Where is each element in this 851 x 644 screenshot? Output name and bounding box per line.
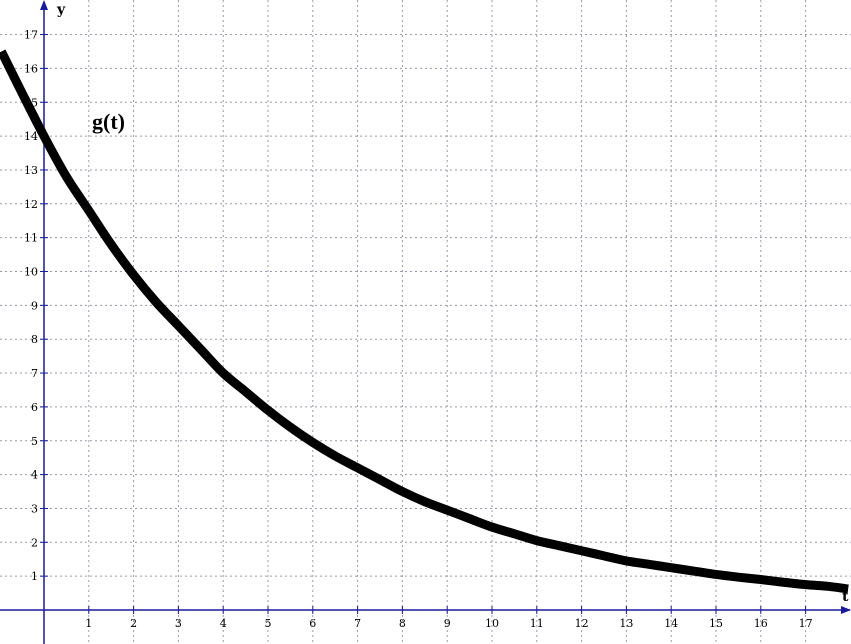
- y-tick-label: 13: [24, 164, 38, 177]
- ticks: [40, 34, 807, 614]
- y-tick-label: 14: [24, 130, 38, 143]
- y-tick-label: 16: [24, 62, 38, 75]
- series-line-g-t: [0, 49, 849, 594]
- x-tick-label: 1: [85, 617, 92, 630]
- x-tick-label: 14: [664, 617, 678, 630]
- x-tick-label: 16: [754, 617, 768, 630]
- y-tick-label: 9: [31, 299, 38, 312]
- x-tick-label: 7: [354, 617, 361, 630]
- y-tick-label: 2: [31, 536, 38, 549]
- x-tick-label: 12: [575, 617, 589, 630]
- series-label-g-t: g(t): [92, 109, 125, 134]
- x-tick-label: 15: [709, 617, 723, 630]
- y-tick-label: 12: [24, 198, 38, 211]
- x-tick-label: 9: [444, 617, 451, 630]
- y-tick-label: 5: [31, 435, 38, 448]
- x-tick-label: 6: [309, 617, 316, 630]
- series-layer: [0, 49, 849, 594]
- y-tick-label: 7: [31, 367, 38, 380]
- y-tick-label: 10: [24, 266, 38, 279]
- y-tick-label: 3: [31, 502, 38, 515]
- y-tick-label: 8: [31, 333, 38, 346]
- x-tick-label: 10: [485, 617, 499, 630]
- x-tick-label: 17: [799, 617, 813, 630]
- y-axis-label: y: [56, 2, 66, 18]
- x-tick-label: 4: [220, 617, 227, 630]
- x-axis-label: t: [842, 589, 849, 605]
- y-tick-label: 11: [24, 232, 38, 245]
- x-tick-label: 11: [530, 617, 544, 630]
- tick-labels: 1 2 3 4 5 6 7 8 9 10 11 12 13 14 15 16 17123456789101112…: [24, 29, 813, 630]
- y-axis-arrow: [40, 0, 48, 10]
- y-tick-label: 6: [31, 401, 38, 414]
- x-tick-label: 5: [265, 617, 272, 630]
- x-axis-arrow: [841, 606, 851, 614]
- x-tick-label: 8: [399, 617, 406, 630]
- x-tick-label: 3: [175, 617, 182, 630]
- y-tick-label: 17: [24, 29, 38, 42]
- x-tick-label: 13: [619, 617, 633, 630]
- y-tick-label: 1: [31, 570, 38, 583]
- x-tick-label: 2: [130, 617, 137, 630]
- y-tick-label: 4: [31, 469, 38, 482]
